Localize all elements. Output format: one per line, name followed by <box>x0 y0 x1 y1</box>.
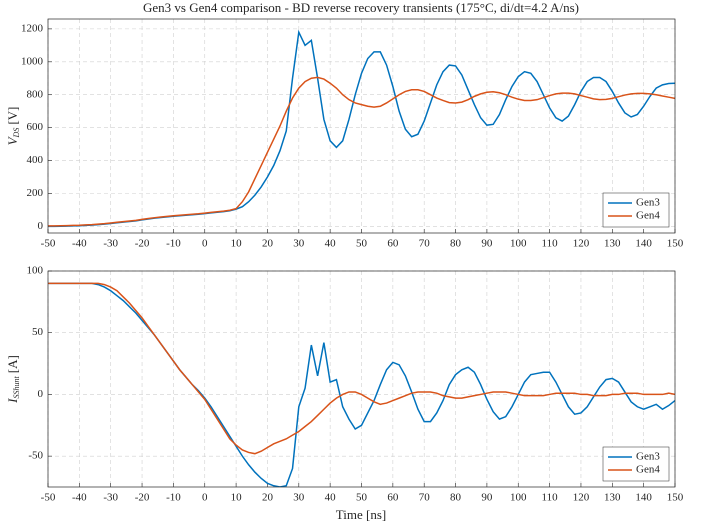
y-label-unit: [V] <box>5 107 20 125</box>
x-tick-label: 60 <box>387 238 399 250</box>
y-tick-label: 1200 <box>21 22 44 34</box>
x-tick-label: 140 <box>635 238 652 250</box>
x-tick-label: 20 <box>262 492 274 504</box>
y-tick-label: 400 <box>27 154 44 166</box>
x-tick-label: 40 <box>325 238 337 250</box>
y-axis-label: VDS [V] <box>5 107 21 146</box>
legend-label: Gen4 <box>636 210 660 222</box>
y-tick-label: 200 <box>27 187 44 199</box>
y-label-symbol: V <box>5 135 20 145</box>
y-tick-label: 600 <box>27 121 44 133</box>
legend-label: Gen3 <box>636 451 660 463</box>
x-tick-label: 120 <box>573 238 590 250</box>
x-tick-label: 60 <box>387 492 399 504</box>
y-label-subscript: SShunt <box>12 375 21 398</box>
x-tick-label: -30 <box>103 492 118 504</box>
y-tick-label: 0 <box>38 220 44 232</box>
x-tick-label: 90 <box>481 492 493 504</box>
x-tick-label: 70 <box>419 492 431 504</box>
x-tick-label: 10 <box>231 238 243 250</box>
x-tick-label: 20 <box>262 238 274 250</box>
x-tick-label: 70 <box>419 238 431 250</box>
x-tick-label: 50 <box>356 492 368 504</box>
x-tick-label: 130 <box>604 238 621 250</box>
legend-box <box>602 446 670 482</box>
x-tick-label: -50 <box>41 238 56 250</box>
y-label-symbol: I <box>5 398 20 404</box>
chart-title: Gen3 vs Gen4 comparison - BD reverse rec… <box>143 0 579 15</box>
x-axis-label: Time [ns] <box>336 507 386 522</box>
y-axis-label: ISShunt [A] <box>5 355 21 404</box>
x-tick-label: -50 <box>41 492 56 504</box>
x-tick-label: 80 <box>450 238 462 250</box>
x-tick-label: -40 <box>72 238 87 250</box>
y-tick-label: 50 <box>32 326 44 338</box>
y-tick-label: 1000 <box>21 55 44 67</box>
data-line <box>48 76 675 227</box>
legend-label: Gen3 <box>636 197 660 209</box>
plot-lines <box>48 29 675 228</box>
y-tick-label: 0 <box>38 388 44 400</box>
x-tick-label: 150 <box>667 492 684 504</box>
data-line <box>48 282 675 455</box>
x-tick-label: 100 <box>510 238 527 250</box>
x-tick-label: 150 <box>667 238 684 250</box>
axes-frame <box>47 270 676 488</box>
x-tick-label: 10 <box>231 492 243 504</box>
x-tick-label: 30 <box>293 492 305 504</box>
x-tick-label: -20 <box>135 238 150 250</box>
y-label-unit: [A] <box>5 355 20 373</box>
y-label-subscript: DS <box>12 128 21 139</box>
x-tick-label: 140 <box>635 492 652 504</box>
x-tick-label: 130 <box>604 492 621 504</box>
x-tick-label: -10 <box>166 492 181 504</box>
x-tick-label: 120 <box>573 492 590 504</box>
x-tick-label: 30 <box>293 238 305 250</box>
y-tick-label: -50 <box>28 450 43 462</box>
x-tick-label: 50 <box>356 238 368 250</box>
x-tick-label: 110 <box>542 492 559 504</box>
legend-box <box>602 192 670 228</box>
x-tick-label: 110 <box>542 238 559 250</box>
axes-frame <box>47 18 676 234</box>
x-tick-label: 80 <box>450 492 462 504</box>
legend-label: Gen4 <box>636 464 660 476</box>
x-tick-label: -20 <box>135 492 150 504</box>
x-tick-label: 0 <box>202 492 208 504</box>
x-tick-label: 100 <box>510 492 527 504</box>
x-tick-label: 40 <box>325 492 337 504</box>
y-tick-label: 100 <box>27 265 44 277</box>
plot-lines <box>48 282 675 487</box>
x-tick-label: -10 <box>166 238 181 250</box>
x-tick-label: 0 <box>202 238 208 250</box>
x-tick-label: -30 <box>103 238 118 250</box>
x-tick-label: 90 <box>481 238 493 250</box>
y-tick-label: 800 <box>27 88 44 100</box>
x-tick-label: -40 <box>72 492 87 504</box>
